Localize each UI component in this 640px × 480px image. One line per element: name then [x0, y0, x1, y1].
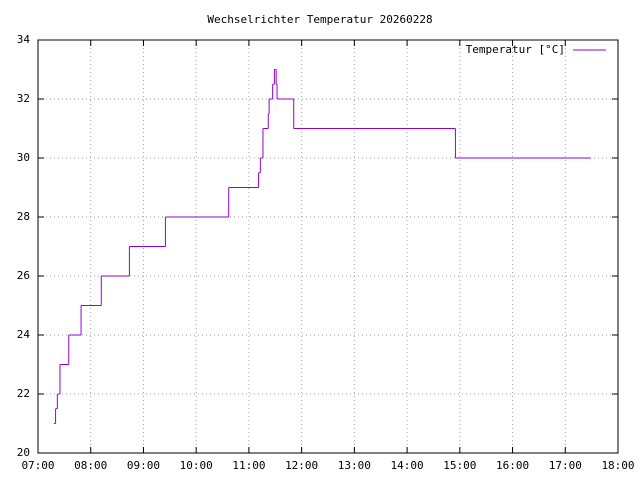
- y-tick-label: 24: [17, 328, 31, 341]
- x-tick-label: 10:00: [180, 459, 213, 472]
- legend-label: Temperatur [°C]: [466, 43, 565, 56]
- y-tick-label: 22: [17, 387, 30, 400]
- x-tick-label: 08:00: [74, 459, 107, 472]
- x-tick-label: 07:00: [21, 459, 54, 472]
- x-tick-label: 11:00: [232, 459, 265, 472]
- x-tick-label: 09:00: [127, 459, 160, 472]
- y-tick-label: 28: [17, 210, 30, 223]
- y-tick-label: 20: [17, 446, 30, 459]
- x-tick-label: 12:00: [285, 459, 318, 472]
- x-tick-label: 16:00: [496, 459, 529, 472]
- plot-frame: [37, 39, 619, 454]
- x-tick-label: 14:00: [391, 459, 424, 472]
- chart-title: Wechselrichter Temperatur 20260228: [207, 13, 432, 26]
- y-tick-label: 30: [17, 151, 30, 164]
- x-tick-label: 13:00: [338, 459, 371, 472]
- y-tick-label: 34: [17, 33, 31, 46]
- x-tick-label: 18:00: [601, 459, 634, 472]
- x-tick-label: 17:00: [549, 459, 582, 472]
- x-tick-label: 15:00: [443, 459, 476, 472]
- y-tick-label: 32: [17, 92, 30, 105]
- y-tick-label: 26: [17, 269, 30, 282]
